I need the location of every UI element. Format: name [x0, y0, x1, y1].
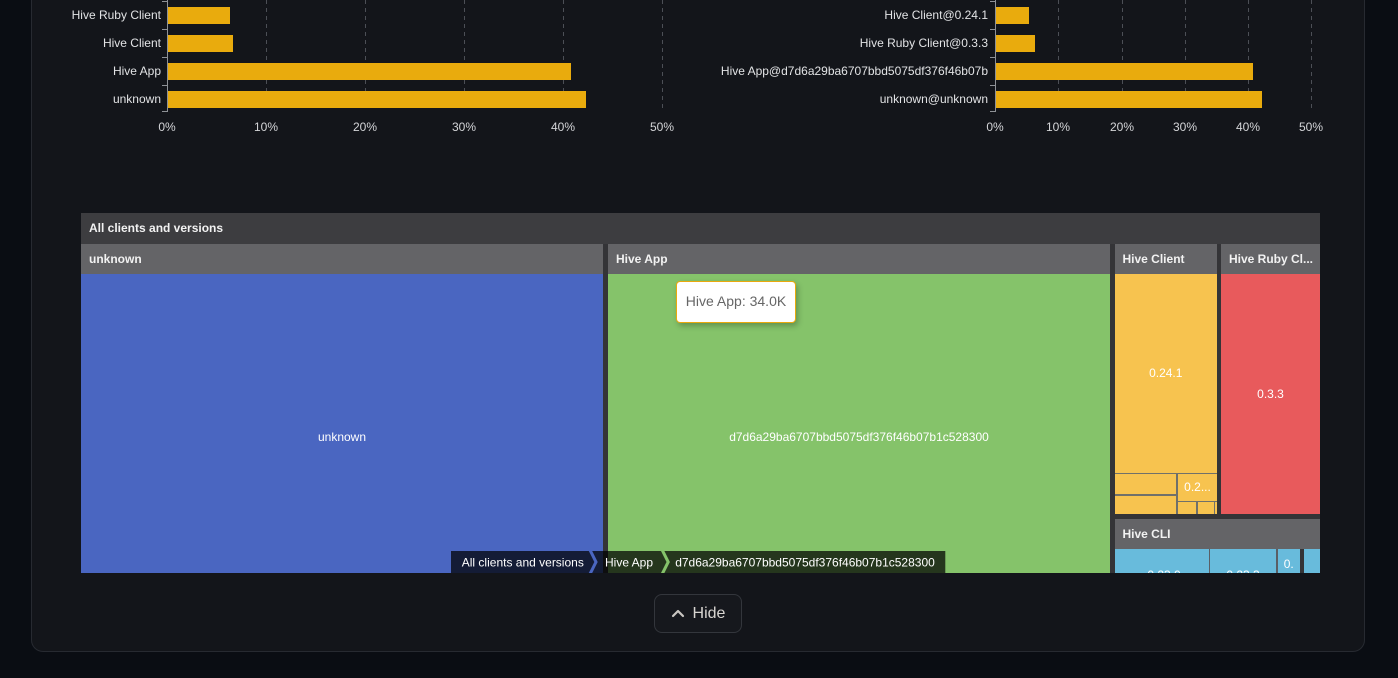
- svg-text:All clients and versions: All clients and versions: [462, 556, 584, 570]
- svg-text:Hive App: Hive App: [605, 556, 653, 570]
- svg-text:d7d6a29ba6707bbd5075df376f46b0: d7d6a29ba6707bbd5075df376f46b07b1c528300: [675, 556, 935, 570]
